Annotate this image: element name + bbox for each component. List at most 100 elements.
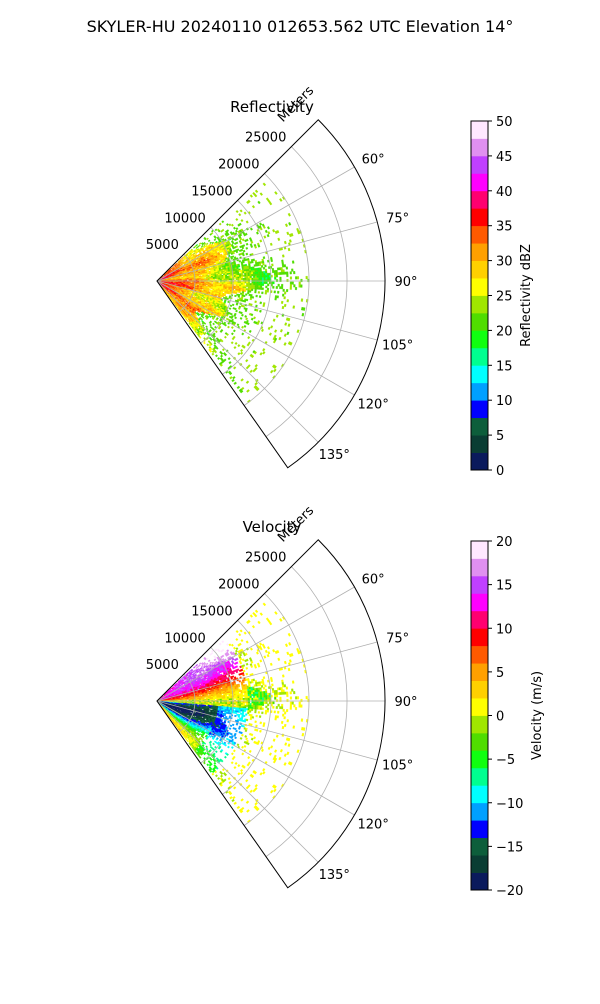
azimuth-tick-label: 120° bbox=[358, 398, 389, 413]
reflectivity-range-gate bbox=[196, 244, 198, 246]
reflectivity-range-gate bbox=[291, 269, 293, 272]
reflectivity-range-gate bbox=[243, 275, 245, 277]
reflectivity-azimuth-ticks: 60°75°90°105°120°135° bbox=[319, 153, 418, 464]
reflectivity-range-gate bbox=[248, 282, 250, 284]
reflectivity-range-gate bbox=[234, 346, 237, 349]
reflectivity-range-gate bbox=[234, 277, 236, 279]
reflectivity-range-gate bbox=[278, 238, 280, 241]
reflectivity-range-gate bbox=[255, 274, 257, 276]
reflectivity-range-gate bbox=[201, 318, 203, 320]
reflectivity-range-gate bbox=[271, 259, 273, 262]
reflectivity-range-gate bbox=[260, 302, 262, 304]
velocity-range-gate bbox=[214, 659, 216, 661]
reflectivity-range-gate bbox=[249, 290, 251, 292]
reflectivity-range-gate bbox=[253, 287, 255, 289]
reflectivity-range-gate bbox=[208, 240, 210, 242]
reflectivity-range-gate bbox=[265, 286, 267, 288]
reflectivity-range-gate bbox=[241, 283, 243, 285]
reflectivity-range-gate bbox=[231, 333, 233, 335]
reflectivity-range-gate bbox=[242, 254, 244, 256]
colorbar-swatch bbox=[471, 383, 488, 401]
reflectivity-range-gate bbox=[288, 324, 291, 327]
reflectivity-range-gate bbox=[256, 295, 258, 297]
colorbar-tick-label: 40 bbox=[496, 185, 513, 200]
velocity-range-gate bbox=[199, 663, 201, 665]
reflectivity-range-gate bbox=[251, 289, 253, 291]
reflectivity-range-gate bbox=[303, 307, 305, 310]
reflectivity-range-gate bbox=[237, 274, 239, 276]
velocity-range-gate bbox=[226, 643, 228, 645]
azimuth-spoke bbox=[157, 281, 354, 395]
reflectivity-range-gate bbox=[258, 245, 260, 248]
reflectivity-range-gate bbox=[241, 314, 243, 316]
reflectivity-range-gate bbox=[206, 243, 208, 245]
reflectivity-range-gate bbox=[239, 275, 241, 277]
reflectivity-range-gate bbox=[256, 309, 258, 311]
reflectivity-range-gate bbox=[197, 284, 199, 285]
reflectivity-range-gate bbox=[288, 222, 291, 225]
range-tick-label: 25000 bbox=[245, 131, 286, 146]
reflectivity-range-gate bbox=[231, 281, 233, 282]
velocity-range-gate bbox=[260, 613, 263, 616]
reflectivity-range-gate bbox=[281, 284, 283, 286]
reflectivity-range-gate bbox=[240, 210, 243, 213]
reflectivity-range-gate bbox=[262, 288, 264, 290]
reflectivity-range-gate bbox=[211, 288, 213, 289]
colorbar-tick-label: 10 bbox=[496, 394, 513, 409]
reflectivity-range-gate bbox=[255, 282, 257, 284]
reflectivity-range-gate bbox=[238, 344, 241, 347]
reflectivity-range-gate bbox=[222, 348, 225, 351]
reflectivity-range-gate bbox=[255, 283, 257, 285]
reflectivity-range-gate bbox=[241, 333, 244, 336]
velocity-range-gate bbox=[215, 649, 217, 651]
velocity-range-gate bbox=[279, 618, 282, 621]
reflectivity-range-gate bbox=[289, 239, 291, 242]
reflectivity-range-gate bbox=[234, 287, 236, 289]
reflectivity-range-gate bbox=[286, 272, 288, 275]
reflectivity-range-gate bbox=[252, 296, 254, 298]
reflectivity-range-gate bbox=[241, 219, 244, 222]
reflectivity-range-gate bbox=[239, 285, 241, 287]
reflectivity-range-gate bbox=[280, 329, 283, 332]
reflectivity-range-gate bbox=[232, 376, 235, 379]
reflectivity-range-gate bbox=[260, 282, 262, 284]
reflectivity-range-gate bbox=[239, 278, 241, 280]
reflectivity-range-gate bbox=[282, 255, 284, 258]
reflectivity-range-gate bbox=[258, 287, 260, 289]
velocity-range-gate bbox=[233, 647, 235, 649]
colorbar-swatch bbox=[471, 296, 488, 314]
reflectivity-range-gate bbox=[264, 282, 266, 284]
reflectivity-range-gate bbox=[264, 265, 266, 267]
reflectivity-range-gate bbox=[260, 268, 262, 270]
reflectivity-range-gate bbox=[250, 287, 252, 289]
reflectivity-range-gate bbox=[250, 285, 252, 287]
reflectivity-range-gate bbox=[281, 287, 283, 289]
reflectivity-range-gate bbox=[237, 249, 239, 251]
reflectivity-range-gate bbox=[212, 323, 214, 325]
reflectivity-range-gate bbox=[290, 282, 292, 285]
reflectivity-range-gate bbox=[290, 271, 292, 274]
reflectivity-range-gate bbox=[288, 248, 290, 251]
reflectivity-range-gate bbox=[234, 317, 236, 319]
reflectivity-range-gate bbox=[243, 295, 245, 297]
reflectivity-range-gate bbox=[287, 232, 290, 235]
reflectivity-range-gate bbox=[259, 310, 261, 312]
reflectivity-range-gate bbox=[255, 190, 258, 193]
reflectivity-range-gate bbox=[257, 284, 259, 286]
reflectivity-range-gate bbox=[283, 289, 285, 292]
reflectivity-range-gate bbox=[231, 341, 234, 344]
reflectivity-range-gate bbox=[215, 331, 217, 333]
colorbar-swatch bbox=[471, 348, 488, 366]
reflectivity-range-gate bbox=[230, 313, 232, 315]
colorbar-tick-label: 0 bbox=[496, 464, 504, 479]
reflectivity-range-gate bbox=[267, 275, 269, 277]
reflectivity-range-gate bbox=[284, 241, 286, 244]
reflectivity-range-gate bbox=[281, 267, 283, 270]
reflectivity-range-gate bbox=[267, 234, 269, 237]
reflectivity-range-gate bbox=[255, 287, 257, 289]
reflectivity-range-gate bbox=[234, 308, 236, 310]
reflectivity-range-gate bbox=[175, 279, 177, 280]
reflectivity-range-gate bbox=[241, 278, 243, 280]
reflectivity-range-gate bbox=[219, 223, 221, 225]
